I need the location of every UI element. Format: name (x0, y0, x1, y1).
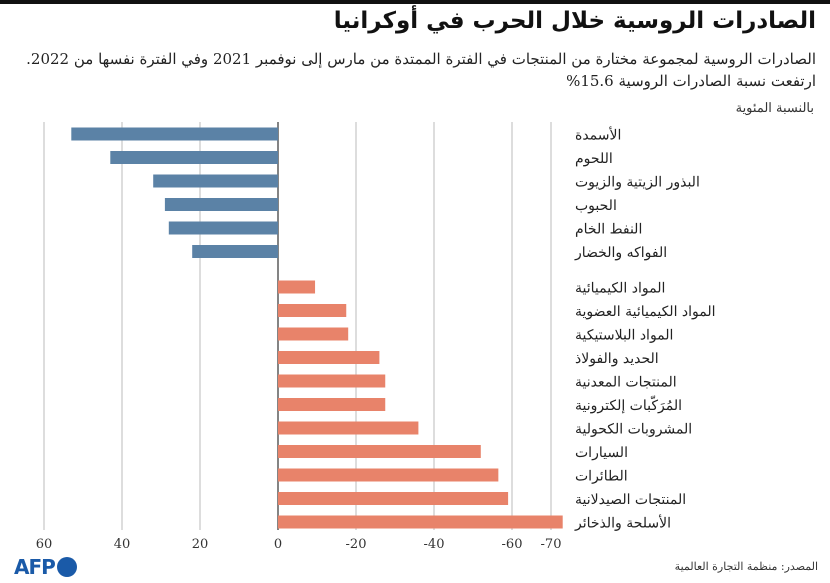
bar (110, 151, 278, 164)
tick-label: -70 (541, 537, 562, 552)
bar (168, 221, 278, 235)
category-label: البذور الزيتية والزيوت (575, 175, 700, 191)
bar (192, 245, 278, 258)
source-note: المصدر: منظمة التجارة العالمية (674, 560, 818, 573)
chart-subtitle: الصادرات الروسية لمجموعة مختارة من المنت… (6, 48, 816, 92)
category-label: اللحوم (575, 151, 613, 167)
bar (164, 198, 278, 211)
category-label: المنتجات الصيدلانية (575, 492, 686, 508)
category-label: الحديد والفولاذ (575, 351, 659, 367)
bar (278, 327, 349, 341)
category-label: المُرَكّبات إلكترونية (575, 395, 682, 414)
bar (278, 374, 386, 388)
tick-label: 20 (192, 537, 209, 552)
category-label: الحبوب (575, 198, 617, 214)
category-label: المواد البلاستيكية (575, 328, 673, 344)
bar (278, 445, 481, 458)
category-label: الأسمدة (575, 126, 621, 144)
tick-label: 0 (274, 537, 282, 552)
tick-label: -40 (424, 537, 445, 552)
category-label: الأسلحة والذخائر (574, 514, 671, 532)
category-label: السيارات (575, 445, 628, 461)
bar (278, 304, 347, 317)
category-label: المشروبات الكحولية (575, 422, 692, 438)
category-label: المواد الكيميائية العضوية (575, 304, 716, 320)
afp-logo-dot-icon (56, 557, 77, 577)
top-rule (0, 0, 830, 4)
bar (278, 421, 419, 435)
category-label: المنتجات المعدنية (575, 375, 677, 391)
bar (278, 351, 380, 364)
afp-logo-text: AFP (14, 555, 56, 579)
bar (278, 280, 316, 294)
tick-label: -20 (346, 537, 367, 552)
subtitle-line-2: ارتفعت نسبة الصادرات الروسية 15.6% (566, 72, 816, 90)
unit-label: بالنسبة المئوية (735, 101, 814, 116)
bar (278, 492, 509, 505)
category-label: الفواكه والخضار (574, 245, 667, 261)
category-label: المواد الكيميائية (575, 281, 665, 297)
chart-title: الصادرات الروسية خلال الحرب في أوكرانيا (333, 8, 816, 34)
tick-label: -60 (502, 537, 523, 552)
bar (278, 515, 563, 529)
bar (71, 127, 278, 141)
category-label: الطائرات (575, 469, 628, 485)
bar (278, 398, 386, 411)
subtitle-line-1: الصادرات الروسية لمجموعة مختارة من المنت… (26, 50, 816, 68)
bar (153, 174, 278, 188)
bar (278, 468, 499, 482)
tick-label: 60 (36, 537, 53, 552)
tick-label: 40 (114, 537, 131, 552)
category-label: النفط الخام (575, 222, 642, 238)
afp-logo: AFP (14, 555, 77, 579)
